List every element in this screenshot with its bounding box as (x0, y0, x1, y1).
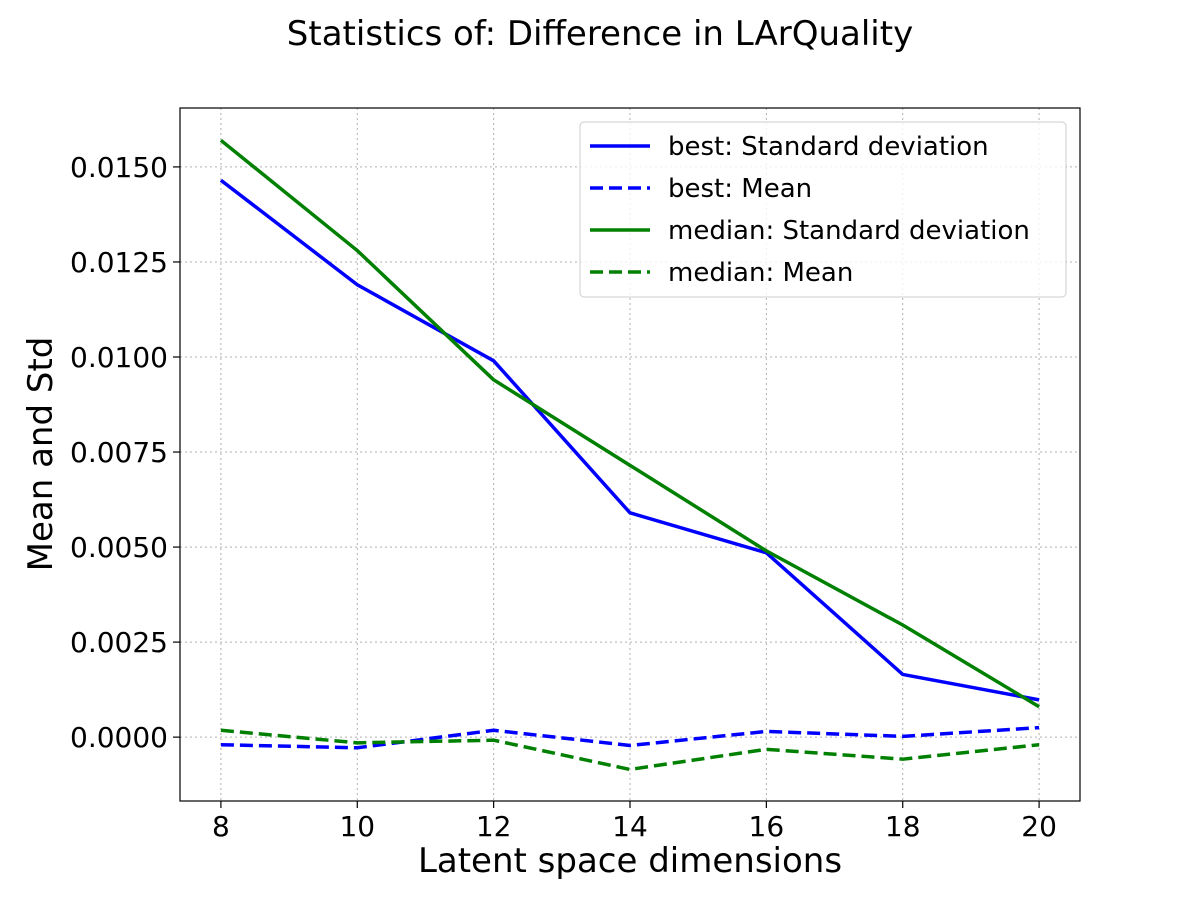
series-lines (219, 138, 1040, 772)
axis-ticks: 8 10 12 14 16 18 20 0.0000 0.0025 0.0050 0.0075 0.0… (70, 151, 1057, 843)
series-line-1 (220, 725, 1040, 750)
legend-label-2: median: Standard deviation (668, 216, 1030, 246)
y-axis-label: Mean and Std (21, 337, 61, 572)
legend-label-3: median: Mean (668, 258, 853, 288)
y-tick-label: 0.0150 (70, 151, 168, 184)
chart-title: Statistics of: Difference in LArQuality (287, 14, 913, 54)
y-tick-label: 0.0025 (70, 626, 168, 659)
y-tick-label: 0.0050 (70, 531, 168, 564)
x-tick-label: 10 (339, 810, 375, 843)
x-tick-label: 12 (476, 810, 512, 843)
y-tick-label: 0.0000 (70, 721, 168, 754)
legend-box (579, 121, 1067, 298)
x-tick-label: 16 (749, 810, 785, 843)
legend: best: Standard deviation best: Mean median… (579, 121, 1067, 298)
legend-label-0: best: Standard deviation (668, 132, 989, 162)
series-line-2 (219, 138, 1040, 709)
x-tick-label: 14 (612, 810, 648, 843)
x-tick-label: 18 (885, 810, 921, 843)
x-tick-label: 20 (1021, 810, 1057, 843)
legend-label-1: best: Mean (668, 174, 812, 204)
y-tick-label: 0.0125 (70, 246, 168, 279)
series-line-0 (219, 178, 1040, 702)
y-tick-label: 0.0075 (70, 436, 168, 469)
y-tick-label: 0.0100 (70, 341, 168, 374)
x-tick-label: 8 (212, 810, 230, 843)
series-line-3 (220, 728, 1040, 772)
x-axis-label: Latent space dimensions (418, 841, 842, 881)
